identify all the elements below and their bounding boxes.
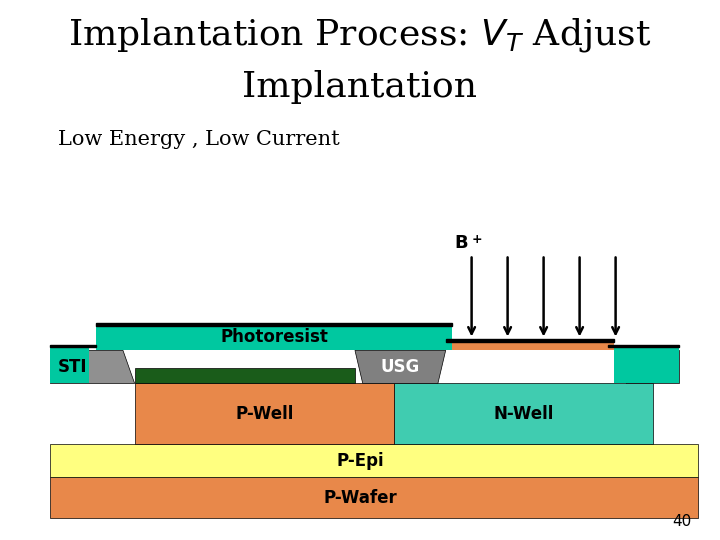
Bar xyxy=(135,383,394,444)
Text: Implantation: Implantation xyxy=(243,70,477,104)
Polygon shape xyxy=(355,350,446,383)
Polygon shape xyxy=(50,350,135,383)
Bar xyxy=(614,345,679,383)
Bar xyxy=(96,323,452,326)
Text: USG: USG xyxy=(381,358,420,376)
Bar xyxy=(446,339,614,350)
Bar xyxy=(96,323,452,350)
Bar xyxy=(608,345,679,347)
Bar xyxy=(50,345,96,347)
Polygon shape xyxy=(614,350,679,383)
Text: B: B xyxy=(454,234,467,252)
Text: P-Wafer: P-Wafer xyxy=(323,489,397,507)
Text: Implantation Process: $V_T$ Adjust: Implantation Process: $V_T$ Adjust xyxy=(68,16,652,54)
Bar xyxy=(50,444,698,477)
Text: STI: STI xyxy=(58,358,87,376)
Bar xyxy=(394,383,653,444)
Bar xyxy=(135,368,355,383)
Text: Photoresist: Photoresist xyxy=(220,328,328,346)
Text: P-Well: P-Well xyxy=(235,405,294,423)
Bar xyxy=(50,477,698,518)
Text: 40: 40 xyxy=(672,514,691,529)
Text: Low Energy , Low Current: Low Energy , Low Current xyxy=(58,130,339,148)
Text: N-Well: N-Well xyxy=(493,405,554,423)
Bar xyxy=(50,345,89,383)
Text: P-Epi: P-Epi xyxy=(336,451,384,470)
Text: +: + xyxy=(472,233,482,246)
Bar xyxy=(446,339,614,342)
